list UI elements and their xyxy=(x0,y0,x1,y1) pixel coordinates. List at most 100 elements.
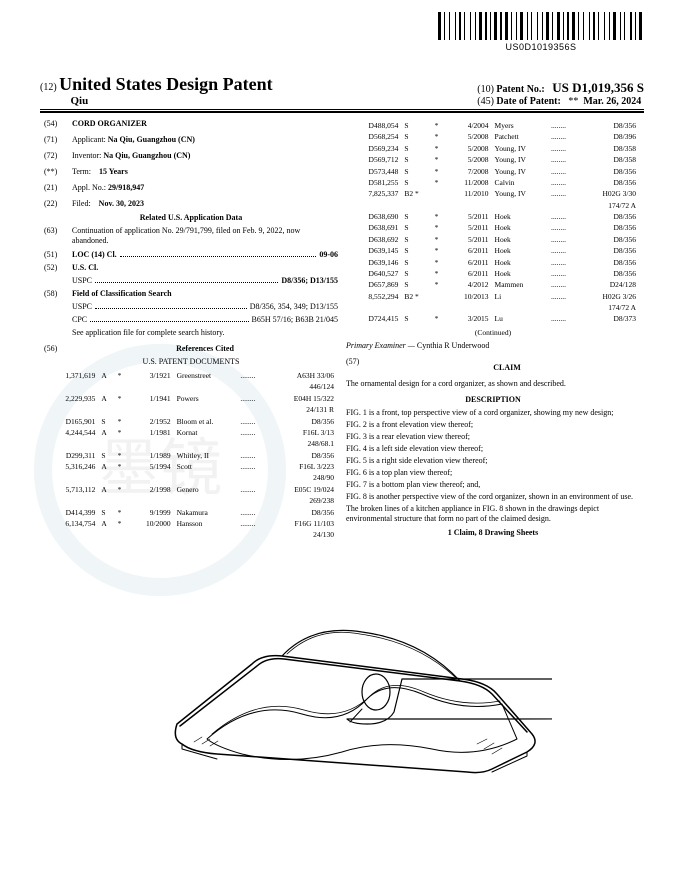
dotleader xyxy=(120,250,317,257)
f21-label: Appl. No.: xyxy=(72,183,106,193)
f71-val: Na Qiu, Guangzhou (CN) xyxy=(108,135,195,145)
ref-row: 7,825,337B2 *11/2010Young, IV........H02… xyxy=(348,189,638,198)
f56-label: References Cited xyxy=(72,344,338,354)
examiner-val: Cynthia R Underwood xyxy=(417,341,489,350)
bottom-line: 1 Claim, 8 Drawing Sheets xyxy=(346,528,640,538)
usdocs-hdr: U.S. PATENT DOCUMENTS xyxy=(44,357,338,367)
hdr-date: Mar. 26, 2024 xyxy=(583,96,641,107)
hdr-star: ** xyxy=(568,96,578,107)
f63-code: (63) xyxy=(44,226,72,246)
left-column: (54)CORD ORGANIZER (71)Applicant: Na Qiu… xyxy=(40,113,342,542)
f51-label: LOC (14) Cl. xyxy=(72,250,117,260)
desc-line: FIG. 1 is a front, top perspective view … xyxy=(346,408,640,418)
f58-uspc-v: D8/356, 354, 349; D13/155 xyxy=(250,302,338,312)
f72-code: (72) xyxy=(44,151,72,161)
claim-text: The ornamental design for a cord organiz… xyxy=(346,379,640,389)
desc-line: FIG. 3 is a rear elevation view thereof; xyxy=(346,432,640,442)
ref-row: D638,692S*5/2011Hoek........D8/356 xyxy=(348,235,638,244)
f52-code: (52) xyxy=(44,263,72,273)
barcode-block: US0D1019356S xyxy=(438,12,644,52)
desc-hdr: DESCRIPTION xyxy=(346,395,640,405)
f58-note: See application file for complete search… xyxy=(44,328,338,338)
f58-label: Field of Classification Search xyxy=(72,289,172,299)
f58-cpc-v: B65H 57/16; B63B 21/045 xyxy=(252,315,338,325)
fTT-code: (**) xyxy=(44,167,72,177)
fTT-val: 15 Years xyxy=(99,167,128,177)
f71-label: Applicant: xyxy=(72,135,106,145)
continued: (Continued) xyxy=(346,328,640,337)
f52-label: U.S. Cl. xyxy=(72,263,98,273)
ref-row: 5,316,246A*5/1994Scott........F16L 3/223 xyxy=(46,462,336,471)
f52-val: D8/356; D13/155 xyxy=(281,276,338,286)
hdr-title: United States Design Patent xyxy=(59,74,273,94)
desc-line: FIG. 2 is a front elevation view thereof… xyxy=(346,420,640,430)
desc-line: FIG. 8 is another perspective view of th… xyxy=(346,492,640,502)
ref-row: D639,145S*6/2011Hoek........D8/356 xyxy=(348,246,638,255)
claim-code: (57) xyxy=(346,357,374,376)
claim-hdr: CLAIM xyxy=(374,363,640,373)
f71-code: (71) xyxy=(44,135,72,145)
ref-row: 1,371,619A*3/1921Greenstreet........A63H… xyxy=(46,371,336,380)
f54-code: (54) xyxy=(44,119,72,129)
ref-row: 6,134,754A*10/2000Hansson........F16G 11… xyxy=(46,519,336,528)
dotleader xyxy=(90,315,248,322)
ref-row: D414,399S*9/1999Nakamura........D8/356 xyxy=(46,508,336,517)
ref-row: D568,254S*5/2008Patchett........D8/396 xyxy=(348,132,638,141)
barcode-bars xyxy=(438,12,644,40)
body: (54)CORD ORGANIZER (71)Applicant: Na Qiu… xyxy=(40,111,644,542)
patent-drawing xyxy=(40,544,644,809)
f22-val: Nov. 30, 2023 xyxy=(99,199,144,209)
ref-row: 8,552,294B2 *10/2013Li........H02G 3/26 xyxy=(348,292,638,301)
f54-title: CORD ORGANIZER xyxy=(72,119,147,129)
header: (12) United States Design Patent Qiu (10… xyxy=(40,74,644,110)
ref-row: D569,234S*5/2008Young, IV........D8/358 xyxy=(348,144,638,153)
hdr-code45: (45) xyxy=(477,96,494,107)
description-block: FIG. 1 is a front, top perspective view … xyxy=(346,408,640,524)
ref-row: D569,712S*5/2008Young, IV........D8/358 xyxy=(348,155,638,164)
refs-right-table: D488,054S*4/2004Myers........D8/356 D568,… xyxy=(346,119,640,326)
f22-code: (22) xyxy=(44,199,72,209)
ref-row: 4,244,544A*1/1981Kornat........F16L 3/13 xyxy=(46,428,336,437)
hdr-code10: (10) xyxy=(477,84,494,95)
f21-val: 29/918,947 xyxy=(108,183,144,193)
desc-line: FIG. 5 is a right side elevation view th… xyxy=(346,456,640,466)
ref-row: 2,229,935A*1/1941Powers........E04H 15/3… xyxy=(46,394,336,403)
refs-left-table: 1,371,619A*3/1921Greenstreet........A63H… xyxy=(44,369,338,542)
hdr-inventor-name: Qiu xyxy=(71,95,89,107)
dotleader xyxy=(95,276,278,283)
desc-line: FIG. 4 is a left side elevation view the… xyxy=(346,444,640,454)
f56-code: (56) xyxy=(44,344,72,354)
ref-row: D640,527S*6/2011Hoek........D8/356 xyxy=(348,269,638,278)
f58-code: (58) xyxy=(44,289,72,299)
dotleader xyxy=(95,302,247,309)
hdr-pn-label: Patent No.: xyxy=(496,84,544,95)
ref-row: D638,690S*5/2011Hoek........D8/356 xyxy=(348,212,638,221)
hdr-code12: (12) xyxy=(40,82,57,93)
barcode-text: US0D1019356S xyxy=(438,42,644,52)
hdr-dop-label: Date of Patent: xyxy=(496,96,560,107)
ref-row: D573,448S*7/2008Young, IV........D8/356 xyxy=(348,167,638,176)
f22-label: Filed: xyxy=(72,199,91,209)
f51-code: (51) xyxy=(44,250,72,260)
ref-row: 5,713,112A*2/1998Genero........E05C 19/0… xyxy=(46,485,336,494)
ref-row: D638,691S*5/2011Hoek........D8/356 xyxy=(348,223,638,232)
f52-sub: USPC xyxy=(72,276,92,286)
f58-uspc-l: USPC xyxy=(72,302,92,312)
ref-row: D657,869S*4/2012Mammen........D24/128 xyxy=(348,280,638,289)
ref-row: D581,255S*11/2008Calvin........D8/356 xyxy=(348,178,638,187)
desc-line: The broken lines of a kitchen appliance … xyxy=(346,504,640,524)
f72-val: Na Qiu, Guangzhou (CN) xyxy=(103,151,190,161)
ref-row: D165,901S*2/1952Bloom et al.........D8/3… xyxy=(46,417,336,426)
f21-code: (21) xyxy=(44,183,72,193)
hdr-pn: US D1,019,356 S xyxy=(552,80,644,95)
desc-line: FIG. 7 is a bottom plan view thereof; an… xyxy=(346,480,640,490)
fTT-label: Term: xyxy=(72,167,91,177)
ref-row: D639,146S*6/2011Hoek........D8/356 xyxy=(348,258,638,267)
ref-row: D488,054S*4/2004Myers........D8/356 xyxy=(348,121,638,130)
f58-cpc-l: CPC xyxy=(72,315,87,325)
related-hdr: Related U.S. Application Data xyxy=(44,213,338,223)
ref-row: D724,415S*3/2015Lu........D8/373 xyxy=(348,314,638,323)
f51-val: 09-06 xyxy=(319,250,338,260)
desc-line: FIG. 6 is a top plan view thereof; xyxy=(346,468,640,478)
right-column: D488,054S*4/2004Myers........D8/356 D568,… xyxy=(342,113,644,542)
